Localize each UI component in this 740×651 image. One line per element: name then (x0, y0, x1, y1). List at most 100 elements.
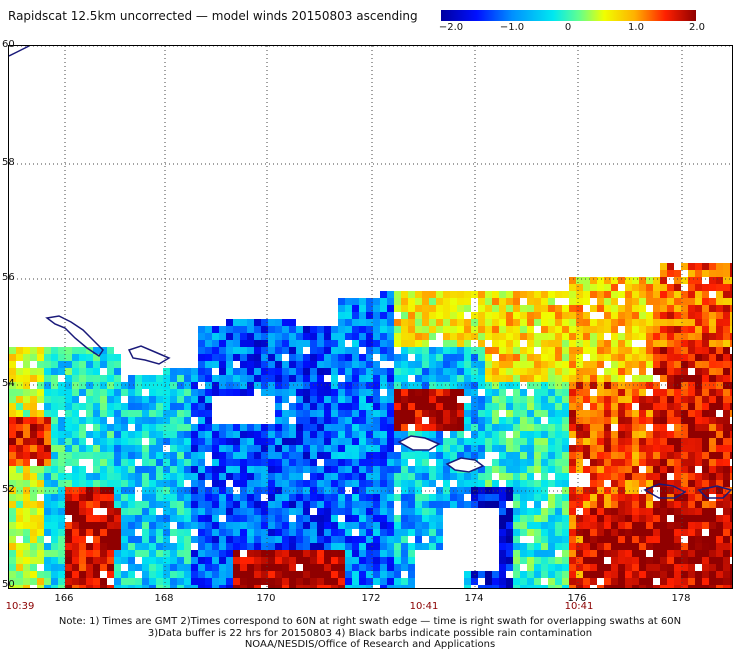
wind-cell (513, 550, 520, 557)
wind-cell (359, 543, 366, 550)
wind-cell (660, 536, 667, 543)
wind-cell (261, 354, 268, 361)
wind-cell (107, 452, 114, 459)
wind-cell (681, 347, 688, 354)
wind-cell (93, 452, 100, 459)
wind-cell (373, 445, 380, 452)
wind-cell (352, 354, 359, 361)
wind-cell (569, 291, 576, 298)
wind-cell (618, 298, 625, 305)
wind-cell (142, 438, 149, 445)
wind-cell (520, 585, 527, 588)
wind-cell (387, 403, 394, 410)
wind-cell (415, 515, 422, 522)
wind-cell (534, 536, 541, 543)
wind-cell (135, 536, 142, 543)
wind-cell (51, 543, 58, 550)
wind-cell (317, 452, 324, 459)
wind-cell (590, 536, 597, 543)
wind-cell (646, 298, 653, 305)
wind-cell (485, 354, 492, 361)
wind-cell (240, 368, 247, 375)
wind-cell (660, 459, 667, 466)
wind-cell (478, 368, 485, 375)
wind-cell (695, 494, 702, 501)
wind-cell (100, 445, 107, 452)
wind-cell (107, 480, 114, 487)
wind-cell (478, 445, 485, 452)
wind-cell (702, 452, 709, 459)
wind-cell (296, 501, 303, 508)
wind-cell (37, 354, 44, 361)
wind-cell (506, 466, 513, 473)
wind-cell (65, 431, 72, 438)
wind-cell (331, 522, 338, 529)
wind-cell (16, 368, 23, 375)
colorbar-label-pos1: 1.0 (628, 22, 644, 33)
wind-cell (107, 494, 114, 501)
wind-cell (667, 368, 674, 375)
wind-cell (51, 466, 58, 473)
wind-cell (562, 445, 569, 452)
wind-cell (646, 284, 653, 291)
wind-cell (695, 375, 702, 382)
wind-cell (646, 361, 653, 368)
wind-cell (583, 291, 590, 298)
wind-cell (191, 452, 198, 459)
wind-cell (646, 389, 653, 396)
wind-cell (177, 543, 184, 550)
wind-cell (422, 424, 429, 431)
wind-cell (618, 536, 625, 543)
wind-cell (625, 375, 632, 382)
wind-cell (219, 466, 226, 473)
wind-cell (576, 543, 583, 550)
wind-cell (688, 543, 695, 550)
wind-cell (198, 396, 205, 403)
wind-cell (660, 354, 667, 361)
wind-cell (268, 459, 275, 466)
wind-cell (688, 550, 695, 557)
wind-cell (681, 403, 688, 410)
wind-cell (163, 410, 170, 417)
wind-cell (485, 333, 492, 340)
wind-cell (625, 480, 632, 487)
wind-cell (730, 305, 732, 312)
wind-cell (443, 319, 450, 326)
wind-cell (261, 368, 268, 375)
wind-cell (219, 326, 226, 333)
wind-cell (338, 578, 345, 585)
wind-cell (191, 487, 198, 494)
wind-cell (702, 543, 709, 550)
wind-cell (667, 263, 674, 270)
wind-cell (436, 438, 443, 445)
wind-cell (191, 431, 198, 438)
wind-cell (226, 557, 233, 564)
wind-cell (23, 354, 30, 361)
wind-cell (688, 326, 695, 333)
wind-cell (611, 326, 618, 333)
wind-cell (702, 326, 709, 333)
wind-cell (513, 543, 520, 550)
wind-cell (625, 424, 632, 431)
wind-cell (723, 494, 730, 501)
map-plot-area[interactable] (8, 45, 733, 589)
wind-cell (492, 431, 499, 438)
wind-cell (632, 389, 639, 396)
wind-cell (688, 312, 695, 319)
wind-cell (303, 431, 310, 438)
wind-cell (506, 536, 513, 543)
wind-cell (597, 375, 604, 382)
wind-cell (289, 578, 296, 585)
wind-cell (352, 480, 359, 487)
wind-cell (583, 410, 590, 417)
wind-cell (107, 459, 114, 466)
wind-cell (583, 522, 590, 529)
wind-cell (114, 452, 121, 459)
wind-cell (429, 340, 436, 347)
wind-cell (240, 459, 247, 466)
wind-cell (583, 557, 590, 564)
wind-cell (359, 564, 366, 571)
wind-cell (569, 522, 576, 529)
wind-cell (730, 501, 732, 508)
wind-cell (156, 473, 163, 480)
